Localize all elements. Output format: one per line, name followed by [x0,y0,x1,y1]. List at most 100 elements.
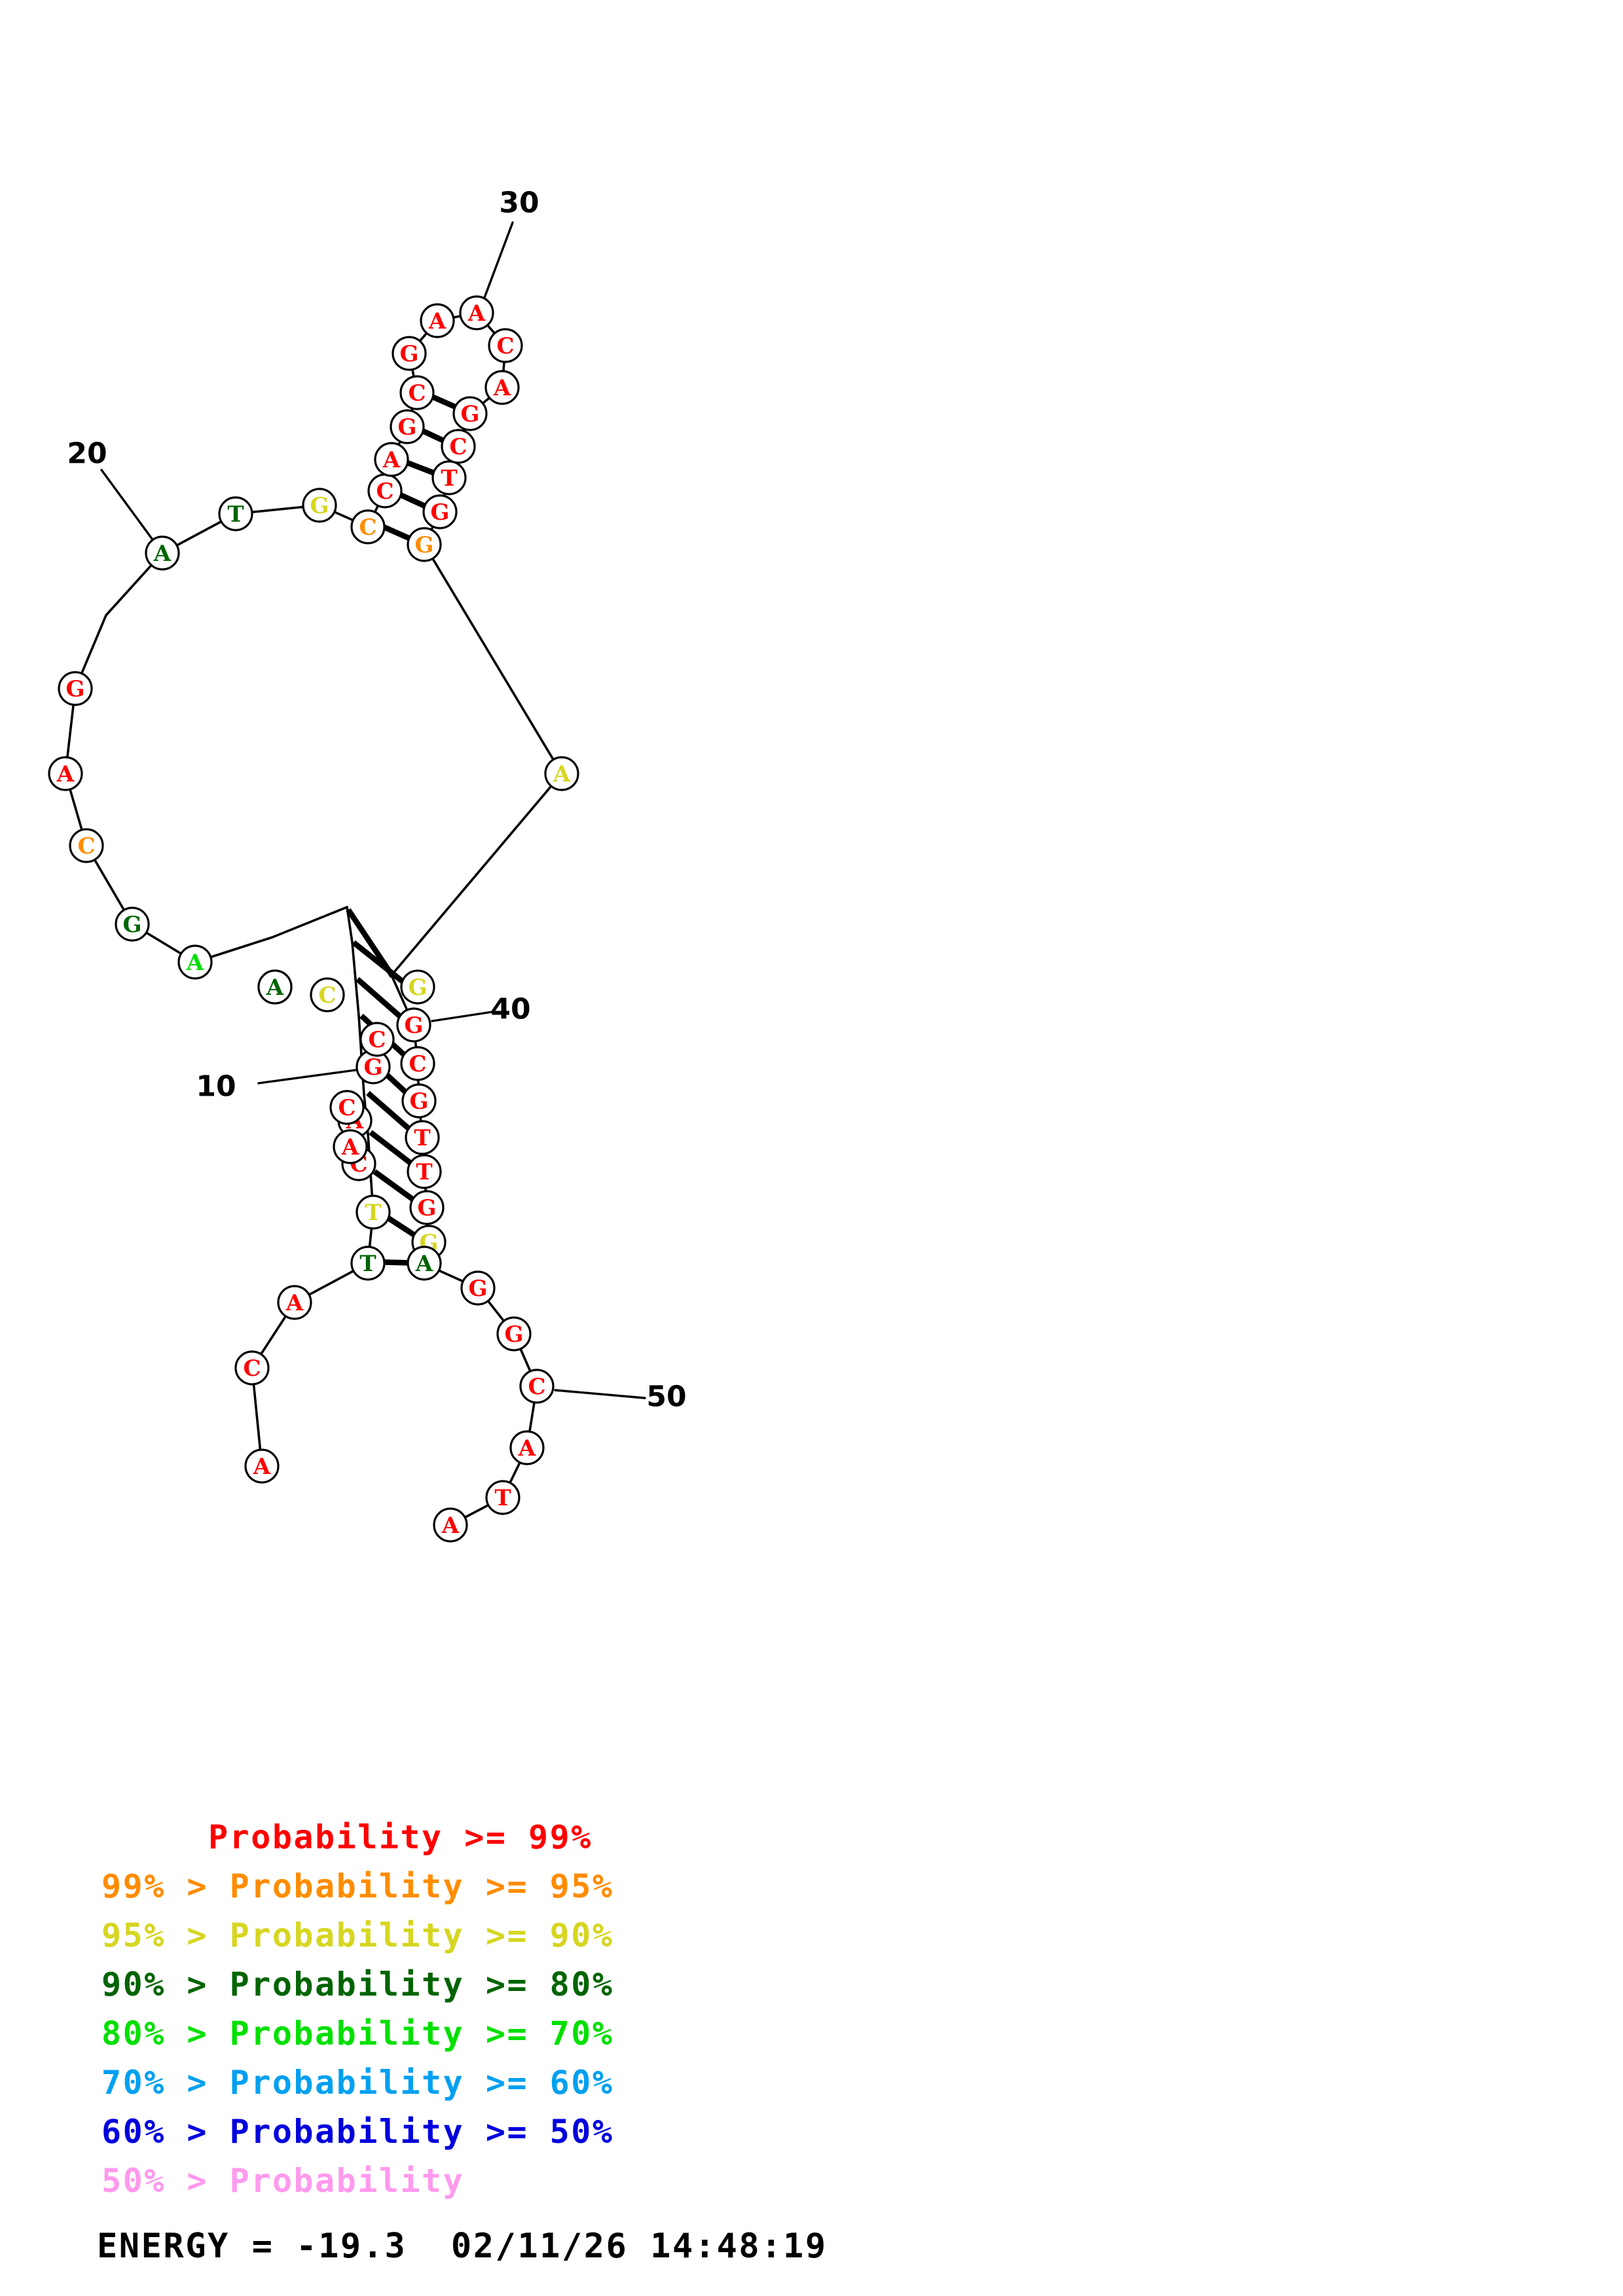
nucleotide-32[interactable]: A [484,370,520,405]
nucleotide-4[interactable]: T [350,1246,386,1281]
nucleotide-48[interactable]: G [460,1270,496,1306]
nucleotide-28[interactable]: G [392,336,427,371]
nucleotide-circle [374,442,409,477]
nucleotide-circle [359,1022,395,1057]
index-label-10: 10 [196,1070,236,1103]
nucleotide-24[interactable]: C [367,473,403,509]
secondary-structure-diagram: ACATTCAACGCCGAAGCAGATGCCAGCGAACAGCTGGAGG… [48,187,687,1543]
legend-row-below50: 50% > Probability [101,2162,465,2200]
nucleotide-circle [390,409,425,444]
backbone-link [271,906,348,939]
nucleotide-43[interactable]: T [405,1120,440,1155]
nucleotide-3[interactable]: A [277,1285,312,1320]
nucleotide-5[interactable]: T [356,1194,391,1230]
nucleotide-17[interactable]: C [69,828,104,863]
nucleotide-44[interactable]: T [407,1154,442,1189]
nucleotide-letter: A [253,1454,271,1480]
nucleotide-40[interactable]: G [396,1007,431,1043]
nucleotide-letter: A [153,541,172,567]
nucleotide-39[interactable]: G [400,969,435,1005]
nucleotide-circle [433,1507,468,1543]
nucleotide-letter: A [266,975,284,1001]
nucleotide-49[interactable]: G [496,1316,532,1352]
index-tick-10 [257,1067,371,1085]
backbone-link [354,978,360,1017]
nucleotide-circle [277,1285,312,1320]
nucleotide-20[interactable]: A [145,535,180,571]
nucleotide-30[interactable]: A [459,295,494,331]
nucleotide-27[interactable]: C [399,375,435,410]
nucleotide-34[interactable]: C [441,429,476,464]
nucleotide-letter: A [518,1435,536,1462]
legend-row-p99: Probability >= 99% [101,1818,593,1856]
nucleotide-51[interactable]: A [509,1430,545,1465]
nucleotide-circle [392,336,427,371]
nucleotide-22[interactable]: G [302,488,337,523]
nucleotide-letter: A [285,1290,304,1316]
nucleotide-letter: T [365,1200,381,1226]
nucleotide-15[interactable]: A [177,944,213,980]
nucleotide-letter: C [528,1374,545,1400]
nucleotide-16[interactable]: G [115,906,150,942]
nucleotide-9[interactable]: C [329,1090,365,1125]
nucleotide-33[interactable]: G [452,396,488,431]
probability-legend: Probability >= 99% 99% > Probability >= … [0,1813,1623,2272]
nucleotide-47[interactable]: A [407,1246,442,1281]
nucleotide-18[interactable]: A [48,756,83,791]
nucleotide-letter: C [77,833,95,859]
index-label-20: 20 [67,437,107,471]
nucleotide-36[interactable]: G [422,494,458,529]
legend-row-p50: 60% > Probability >= 50% [101,2113,614,2151]
nucleotide-12[interactable]: C [310,977,345,1013]
nucleotide-circle [145,535,180,571]
nucleotide-14[interactable]: A [257,969,293,1005]
nucleotide-circle [409,1190,445,1225]
nucleotide-52[interactable]: T [485,1480,520,1515]
nucleotide-letter: C [408,380,426,406]
nucleotide-1[interactable]: A [244,1448,280,1484]
nucleotide-letter: C [338,1095,356,1121]
nucleotide-letter: C [376,478,393,505]
backbone-link [423,543,563,775]
nucleotide-50[interactable]: C [519,1369,555,1404]
nucleotide-circle [69,828,104,863]
nucleotide-25[interactable]: A [374,442,409,477]
nucleotide-23[interactable]: C [350,509,386,545]
legend-row-p90: 95% > Probability >= 90% [101,1916,614,1954]
index-tick-group [100,221,646,1399]
nucleotide-letter: G [460,401,479,427]
nucleotide-circle [407,1154,442,1189]
nucleotide-29[interactable]: A [420,303,455,338]
nucleotide-letter: A [467,300,486,327]
nucleotide-letter: G [408,975,427,1001]
nucleotide-letter: C [243,1355,261,1382]
nucleotide-circle [400,969,435,1005]
nucleotide-letter: G [414,532,433,558]
index-tick-30 [480,221,514,308]
nucleotide-37[interactable]: G [407,527,442,562]
nucleotide-21[interactable]: T [218,496,253,531]
nucleotide-letter: A [341,1134,359,1160]
nucleotide-circle [177,944,213,980]
nucleotide-42[interactable]: G [401,1083,437,1119]
nucleotide-38[interactable]: A [544,756,579,791]
nucleotide-10[interactable]: G [356,1049,391,1085]
nucleotide-45[interactable]: G [409,1190,445,1225]
nucleotide-letter: T [416,1159,432,1185]
nucleotide-letter: G [404,1013,423,1039]
nucleotide-41[interactable]: C [400,1046,435,1081]
nucleotide-19[interactable]: G [58,671,93,706]
nucleotide-8[interactable]: A [333,1129,368,1164]
nucleotide-circle [420,303,455,338]
nucleotide-circle [407,1246,442,1281]
nucleotide-26[interactable]: G [390,409,425,444]
index-label-40: 40 [490,993,530,1026]
index-label-30: 30 [499,187,539,220]
nucleotide-35[interactable]: T [431,460,467,495]
nucleotide-53[interactable]: A [433,1507,468,1543]
nucleotide-31[interactable]: C [488,328,523,363]
nucleotide-11[interactable]: C [359,1022,395,1057]
nucleotide-2[interactable]: C [234,1350,270,1386]
backbone-link [357,1014,363,1056]
